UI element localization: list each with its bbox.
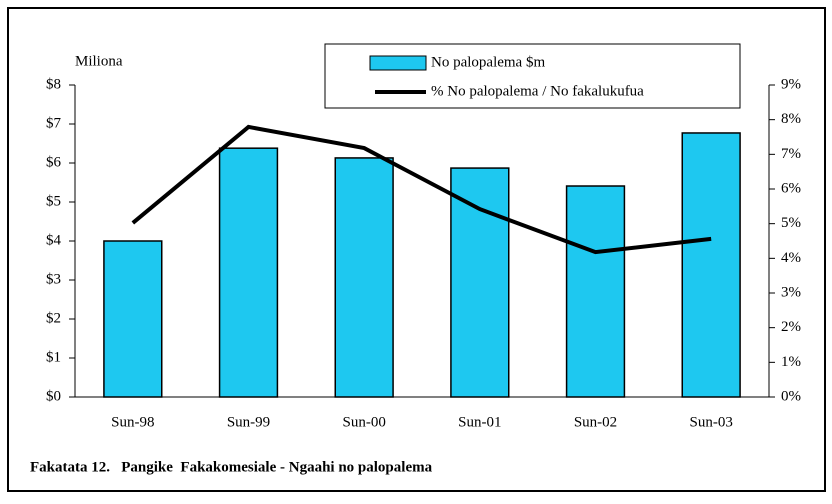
y-tick-label: $7: [46, 115, 62, 131]
bar: [218, 147, 279, 398]
bar: [334, 157, 394, 398]
y-tick-label: $6: [46, 154, 62, 170]
y-tick-label: $3: [46, 271, 61, 287]
y2-tick-label: 0%: [781, 388, 801, 404]
legend-swatch: [369, 55, 427, 71]
y2-tick-label: 4%: [781, 250, 801, 266]
x-tick-label: Sun-03: [689, 414, 732, 430]
y2-tick-label: 9%: [781, 76, 801, 92]
y2-tick-label: 1%: [781, 354, 801, 370]
bar: [681, 132, 741, 398]
legend-label: No palopalema $m: [431, 54, 545, 70]
y2-tick-label: 3%: [781, 284, 801, 300]
y-tick-label: $5: [46, 193, 61, 209]
y-axis-label: Miliona: [75, 53, 123, 69]
bar: [103, 240, 163, 398]
y2-tick-label: 6%: [781, 180, 801, 196]
x-tick-label: Sun-98: [111, 414, 154, 430]
x-tick-label: Sun-01: [458, 414, 501, 430]
y-tick-label: $8: [46, 76, 61, 92]
bar: [565, 185, 626, 398]
bar: [450, 167, 510, 398]
y-tick-label: $2: [46, 310, 61, 326]
x-tick-label: Sun-02: [574, 414, 617, 430]
line: [131, 124, 712, 255]
y-tick-label: $4: [46, 232, 62, 248]
y2-tick-label: 5%: [781, 215, 801, 231]
y-tick-label: $0: [46, 388, 61, 404]
legend-box: [324, 43, 741, 109]
chart-title: Fakatata 12. Pangike Fakakomesiale - Nga…: [30, 459, 433, 475]
y-tick-label: $1: [46, 349, 61, 365]
y2-tick-label: 8%: [781, 111, 801, 127]
x-tick-label: Sun-99: [227, 414, 270, 430]
x-tick-label: Sun-00: [342, 414, 385, 430]
y2-tick-label: 7%: [781, 146, 801, 162]
legend-label: % No palopalema / No fakalukufua: [431, 83, 644, 99]
y2-tick-label: 2%: [781, 319, 801, 335]
